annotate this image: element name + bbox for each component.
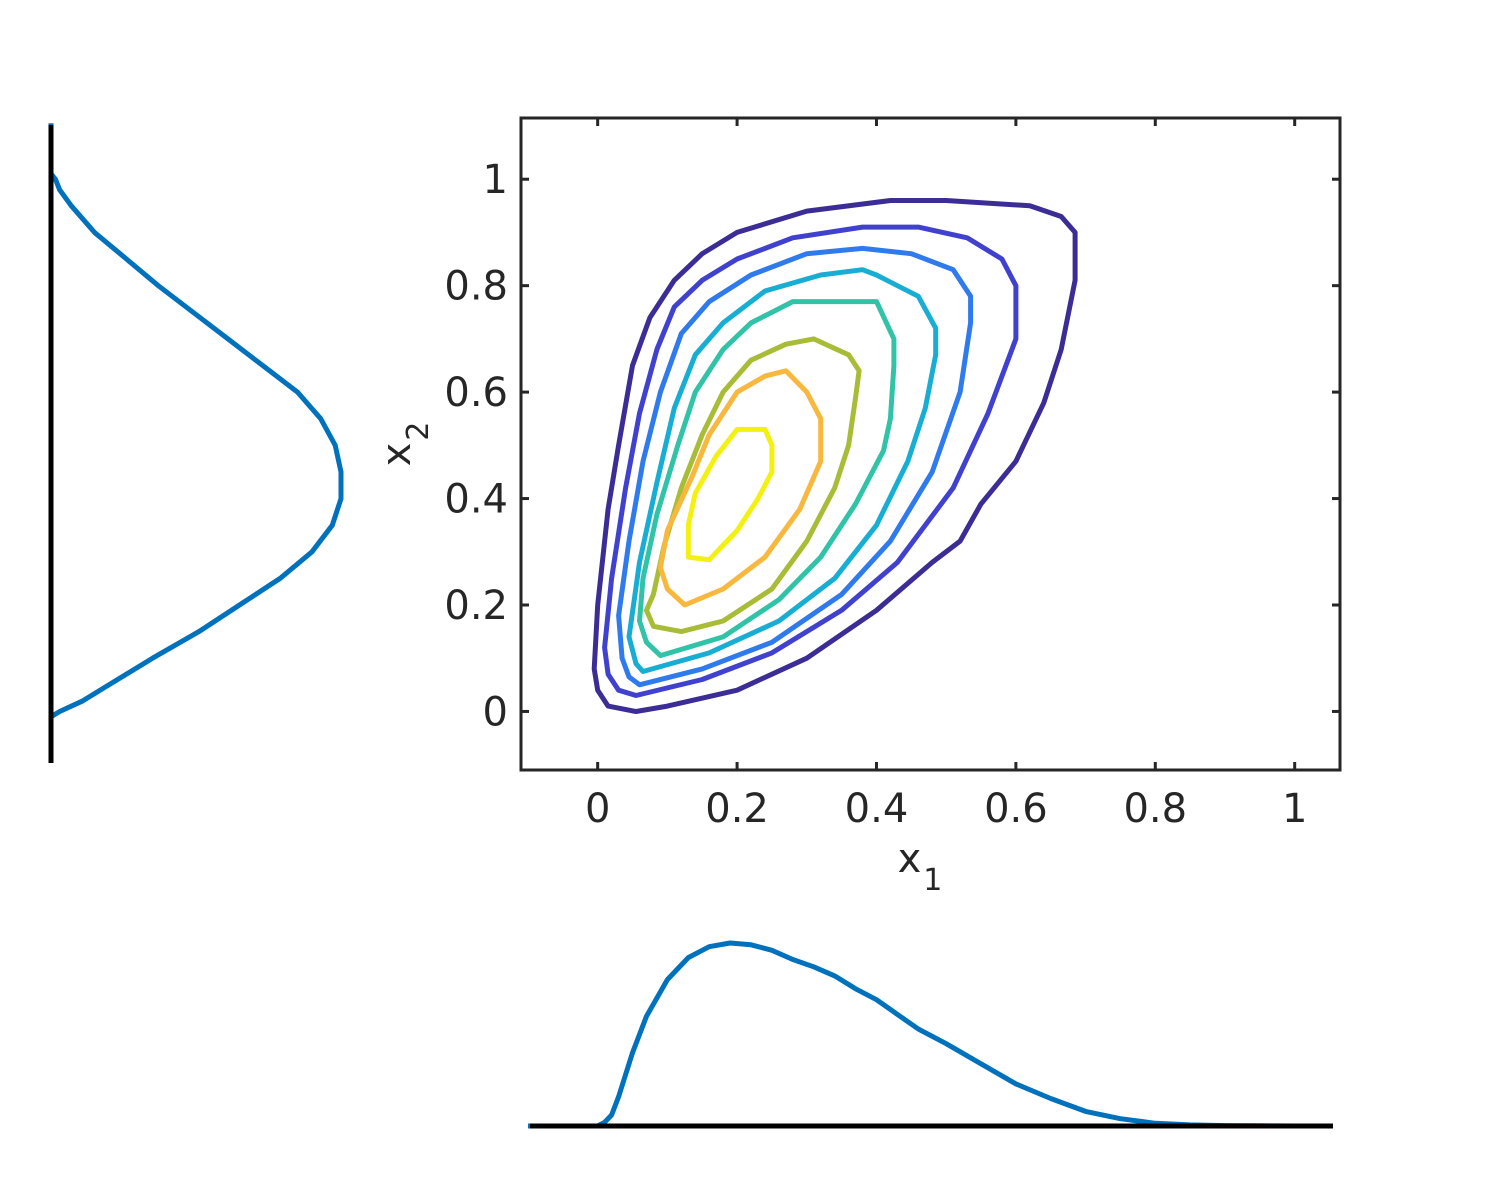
contour-lines <box>591 198 1078 714</box>
contour-level-8 <box>685 426 775 563</box>
contour-level-7 <box>657 368 824 608</box>
y-tick-label-3: 0.4 <box>444 477 508 523</box>
x-tick-label-5: 0.8 <box>1123 786 1187 832</box>
plot-frame <box>519 116 1342 772</box>
contour-level-5 <box>637 299 897 659</box>
y-tick-label-5: 0.8 <box>444 264 508 310</box>
contour-level-2 <box>602 224 1019 698</box>
x2-density-curve <box>48 123 344 760</box>
contour-level-1 <box>591 198 1078 714</box>
contour-level-3 <box>616 245 974 688</box>
contour-plot-axes: 0 0.2 0.4 0.6 0.8 1 0 0.2 0.4 0.6 0.8 1 x1 x2 <box>374 116 1342 898</box>
x-axis-ticks: 0 0.2 0.4 0.6 0.8 1 <box>585 118 1307 832</box>
y-tick-label-1: 0 <box>483 689 508 735</box>
x1-density-curve <box>528 940 1330 1129</box>
x-tick-label-6: 1 <box>1282 786 1307 832</box>
x-tick-label-1: 0 <box>585 786 610 832</box>
x-axis-label: x1 <box>898 836 943 898</box>
y-tick-label-2: 0.2 <box>444 583 508 629</box>
x2-marginal-density-plot <box>48 123 344 763</box>
y-tick-label-4: 0.6 <box>444 370 508 416</box>
y-axis-ticks: 0 0.2 0.4 0.6 0.8 1 <box>444 157 1340 735</box>
x1-marginal-density-plot <box>528 940 1333 1129</box>
x-tick-label-3: 0.4 <box>845 786 909 832</box>
x-tick-label-4: 0.6 <box>984 786 1048 832</box>
y-tick-label-6: 1 <box>483 157 508 203</box>
x-tick-label-2: 0.2 <box>705 786 769 832</box>
contour-level-4 <box>626 267 939 674</box>
y-axis-label: x2 <box>374 422 436 467</box>
